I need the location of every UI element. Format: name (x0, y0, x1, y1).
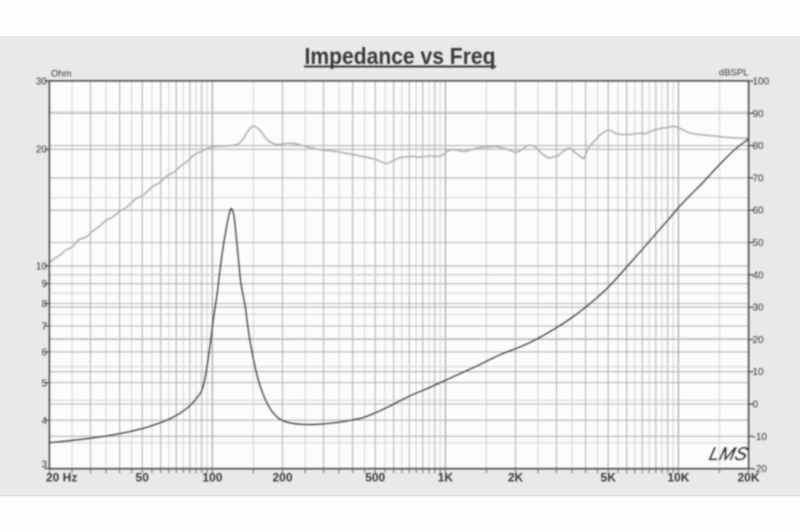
svg-text:Impedance vs Freq: Impedance vs Freq (305, 43, 496, 69)
svg-text:LMS: LMS (707, 443, 751, 464)
svg-text:8: 8 (41, 299, 47, 310)
svg-text:4: 4 (41, 416, 47, 427)
svg-text:100: 100 (202, 471, 222, 485)
svg-text:2K: 2K (508, 471, 524, 485)
svg-text:0: 0 (753, 400, 759, 411)
svg-text:70: 70 (753, 173, 765, 184)
svg-text:20: 20 (753, 335, 765, 346)
svg-text:50: 50 (136, 471, 150, 485)
svg-text:60: 60 (753, 206, 765, 217)
svg-text:500: 500 (365, 471, 385, 485)
svg-text:20K: 20K (737, 471, 759, 485)
svg-text:50: 50 (753, 238, 765, 249)
svg-text:20 Hz: 20 Hz (46, 471, 77, 485)
svg-text:6: 6 (41, 348, 47, 359)
svg-text:90: 90 (753, 109, 765, 120)
svg-text:dBSPL: dBSPL (719, 68, 749, 79)
svg-text:5: 5 (41, 378, 47, 389)
svg-text:10K: 10K (667, 471, 689, 485)
svg-text:-10: -10 (753, 432, 768, 443)
svg-text:7: 7 (41, 322, 47, 333)
svg-text:30: 30 (753, 303, 765, 314)
svg-text:Ohm: Ohm (51, 69, 72, 80)
svg-text:-20: -20 (753, 464, 768, 475)
svg-text:10: 10 (753, 367, 765, 378)
svg-text:3: 3 (41, 460, 47, 471)
svg-text:100: 100 (753, 77, 770, 88)
svg-text:200: 200 (272, 471, 292, 485)
svg-text:20: 20 (36, 145, 48, 156)
svg-text:30: 30 (36, 77, 48, 88)
svg-text:1K: 1K (438, 471, 454, 485)
svg-text:5K: 5K (601, 471, 617, 485)
svg-text:40: 40 (753, 270, 765, 281)
svg-text:80: 80 (753, 141, 765, 152)
svg-text:10: 10 (36, 261, 48, 272)
svg-text:9: 9 (41, 279, 47, 290)
